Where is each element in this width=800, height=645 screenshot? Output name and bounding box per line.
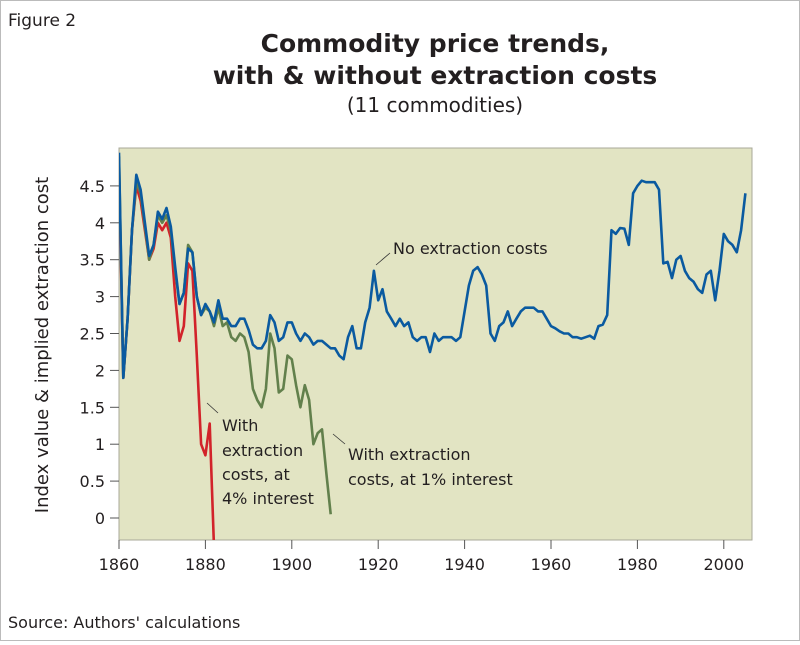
x-tick-label: 1920 xyxy=(358,555,399,574)
x-tick-label: 1980 xyxy=(617,555,658,574)
x-tick-label: 1860 xyxy=(99,555,140,574)
y-tick-label: 4 xyxy=(95,214,105,233)
one-pct-leader xyxy=(332,433,346,445)
x-tick-label: 2000 xyxy=(703,555,744,574)
plot-area xyxy=(118,147,753,541)
four-pct-annotation-3: costs, at xyxy=(222,465,290,484)
y-tick-label: 2.5 xyxy=(80,325,105,344)
x-tick-label: 1900 xyxy=(271,555,312,574)
series-lines xyxy=(119,152,747,540)
y-tick-label: 1 xyxy=(95,435,105,454)
axes: 1860 1880 1900 1920 1940 1960 1980 2000 0 0.5 1 1.5… xyxy=(80,177,745,574)
y-tick-label: 3 xyxy=(95,288,105,307)
four-pct-leader xyxy=(206,402,219,414)
y-tick-label: 3.5 xyxy=(80,251,105,270)
four-pct-annotation-1: With xyxy=(222,416,258,435)
four-pct-annotation-2: extraction xyxy=(222,441,303,460)
no-extraction-costs-line xyxy=(119,152,747,380)
y-tick-label: 2 xyxy=(95,361,105,380)
x-tick-label: 1940 xyxy=(444,555,485,574)
y-axis-label: Index value & implied extraction cost xyxy=(32,177,53,513)
y-tick-label: 0.5 xyxy=(80,472,105,491)
one-pct-annotation-2: costs, at 1% interest xyxy=(348,470,513,489)
source-note: Source: Authors' calculations xyxy=(8,613,240,632)
y-tick-label: 1.5 xyxy=(80,398,105,417)
chart-title-line2: with & without extraction costs xyxy=(213,61,658,90)
y-tick-label: 4.5 xyxy=(80,177,105,196)
no-cost-annotation: No extraction costs xyxy=(393,239,548,258)
y-tick-label: 0 xyxy=(95,509,105,528)
chart-subtitle: (11 commodities) xyxy=(347,93,523,117)
x-tick-label: 1880 xyxy=(185,555,226,574)
four-pct-annotation-4: 4% interest xyxy=(222,489,314,508)
no-cost-leader xyxy=(375,252,391,266)
chart-title-line1: Commodity price trends, xyxy=(261,29,610,58)
x-tick-label: 1960 xyxy=(531,555,572,574)
one-pct-annotation-1: With extraction xyxy=(348,445,471,464)
figure-label: Figure 2 xyxy=(8,11,76,31)
